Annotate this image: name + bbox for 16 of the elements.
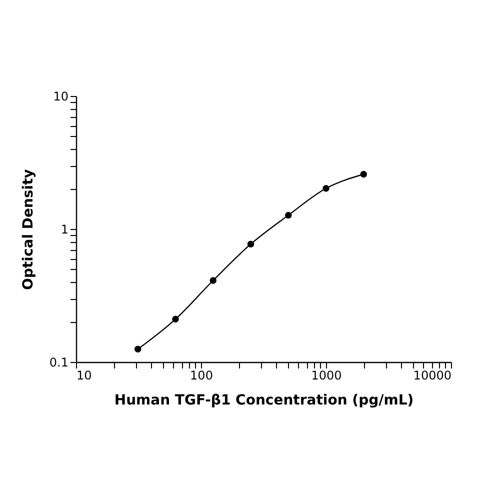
point [285,212,292,219]
point [172,316,179,322]
x-tick-label: 1000 [311,368,342,382]
point [360,170,367,178]
point [210,277,216,284]
x-axis-title: Human TGF-β1 Concentration (pg/mL) [114,392,414,408]
point [134,346,142,352]
y-tick-label: 0.1 [49,356,68,370]
point [247,240,254,248]
x-tick-label: 10 [76,368,92,382]
x-tick-label: 100 [190,368,213,382]
x-tick-label: 10000 [413,368,452,382]
y-axis-title: Optical Density [20,169,36,290]
y-tick-label: 1 [60,222,68,236]
point [322,185,330,192]
y-tick-label: 10 [53,90,68,104]
